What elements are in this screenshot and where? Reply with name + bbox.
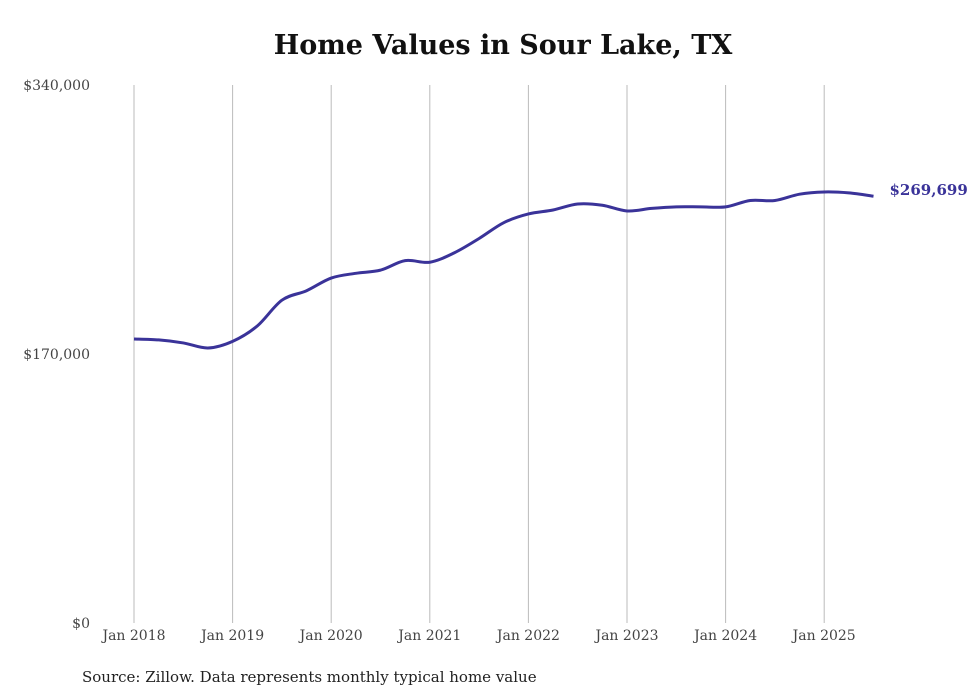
x-tick-label: Jan 2018	[100, 628, 165, 644]
y-tick-label: $340,000	[23, 78, 90, 94]
x-tick-label: Jan 2022	[495, 628, 560, 644]
home-value-line	[133, 190, 874, 350]
chart-title: Home Values in Sour Lake, TX	[273, 30, 733, 61]
source-note: Source: Zillow. Data represents monthly …	[82, 668, 537, 686]
y-tick-label: $0	[72, 616, 90, 632]
x-tick-label: Jan 2021	[396, 628, 461, 644]
y-tick-label: $170,000	[23, 347, 90, 363]
x-tick-label: Jan 2024	[692, 628, 757, 644]
x-tick-label: Jan 2019	[199, 628, 264, 644]
x-tick-label: Jan 2023	[593, 628, 658, 644]
end-value-label: $269,699	[890, 181, 968, 199]
x-tick-label: Jan 2025	[791, 628, 856, 644]
x-tick-label: Jan 2020	[298, 628, 363, 644]
